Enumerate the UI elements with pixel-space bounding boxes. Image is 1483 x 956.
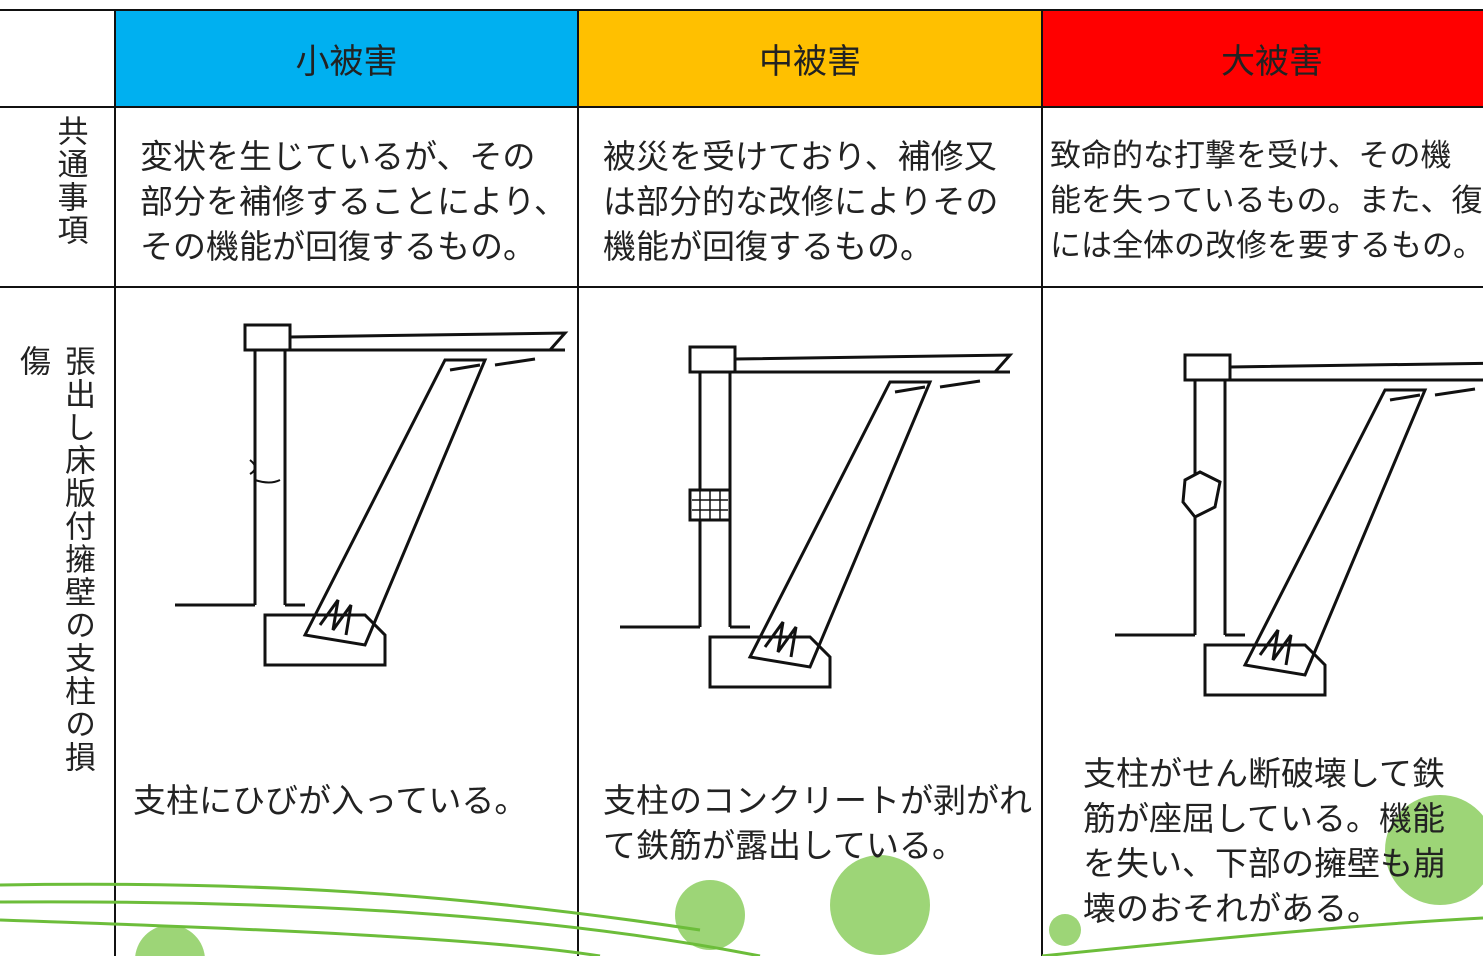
- illustration: [173, 323, 567, 667]
- cell-text: には全体の改修を要するもの。: [1050, 228, 1483, 264]
- header-cell: 中被害: [578, 10, 1042, 107]
- cell-text: を失い、下部の擁壁も崩: [1083, 844, 1446, 883]
- cell-text: 支柱がせん断破壊して鉄: [1083, 754, 1446, 793]
- cell-text: 壊のおそれがある。: [1083, 889, 1380, 928]
- cell-text: 被災を受けており、補修又: [603, 137, 997, 176]
- header-cell: 小被害: [115, 10, 578, 107]
- corner-cell: [0, 10, 115, 107]
- cell-text: 致命的な打撃を受け、その機: [1050, 138, 1452, 174]
- cell-text: 筋が座屈している。機能: [1083, 799, 1446, 838]
- illustration: [1113, 353, 1483, 697]
- cell-text: て鉄筋が露出している。: [603, 826, 966, 865]
- header-text: 小被害: [295, 42, 398, 82]
- cell-text: 能を失っているもの。また、復旧: [1050, 183, 1483, 219]
- cell-text: 変状を生じているが、その: [140, 137, 536, 176]
- header-text: 中被害: [759, 42, 861, 82]
- cell-text: 部分を補修することにより、: [140, 182, 568, 221]
- header-cell: 大被害: [1042, 10, 1483, 107]
- cell-text: 機能が回復するもの。: [603, 227, 933, 266]
- illustration: [618, 345, 1012, 689]
- header-text: 大被害: [1221, 42, 1323, 82]
- row-label: 張出し床版付擁壁の支柱の損傷: [14, 345, 95, 774]
- cell-text: その機能が回復するもの。: [140, 227, 536, 266]
- cell-text: 支柱のコンクリートが剥がれ: [603, 781, 1032, 820]
- cell-text: は部分的な改修によりその: [603, 182, 999, 221]
- row-label: 共通事項: [51, 115, 88, 247]
- cell-text: 支柱にひびが入っている。: [133, 781, 528, 820]
